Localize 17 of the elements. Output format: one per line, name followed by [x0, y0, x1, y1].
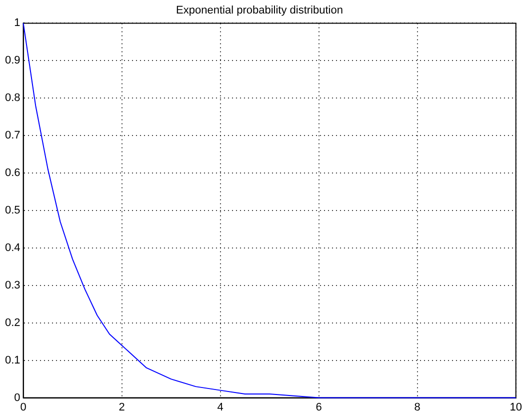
y-tick-label: 0.5: [4, 204, 20, 217]
y-tick-label: 0.8: [4, 92, 20, 104]
chart-title: Exponential probability distribution: [176, 4, 343, 17]
y-tick-label: 0.1: [4, 354, 20, 366]
y-tick-label: 0.3: [4, 279, 20, 292]
y-tick-label: 1: [14, 17, 20, 30]
x-tick-label: 2: [118, 401, 125, 414]
x-tick-label: 6: [316, 401, 322, 414]
y-tick-label: 0.2: [4, 316, 20, 329]
y-tick-label: 0.6: [4, 167, 20, 180]
y-tick-label: 0.7: [4, 130, 20, 142]
y-tick-label: 0.9: [4, 54, 20, 67]
x-tick-label: 8: [414, 401, 420, 414]
x-tick-label: 10: [510, 401, 522, 414]
y-tick-label: 0.4: [4, 242, 20, 254]
x-tick-label: 4: [217, 401, 224, 414]
y-tick-label: 0: [14, 392, 20, 404]
